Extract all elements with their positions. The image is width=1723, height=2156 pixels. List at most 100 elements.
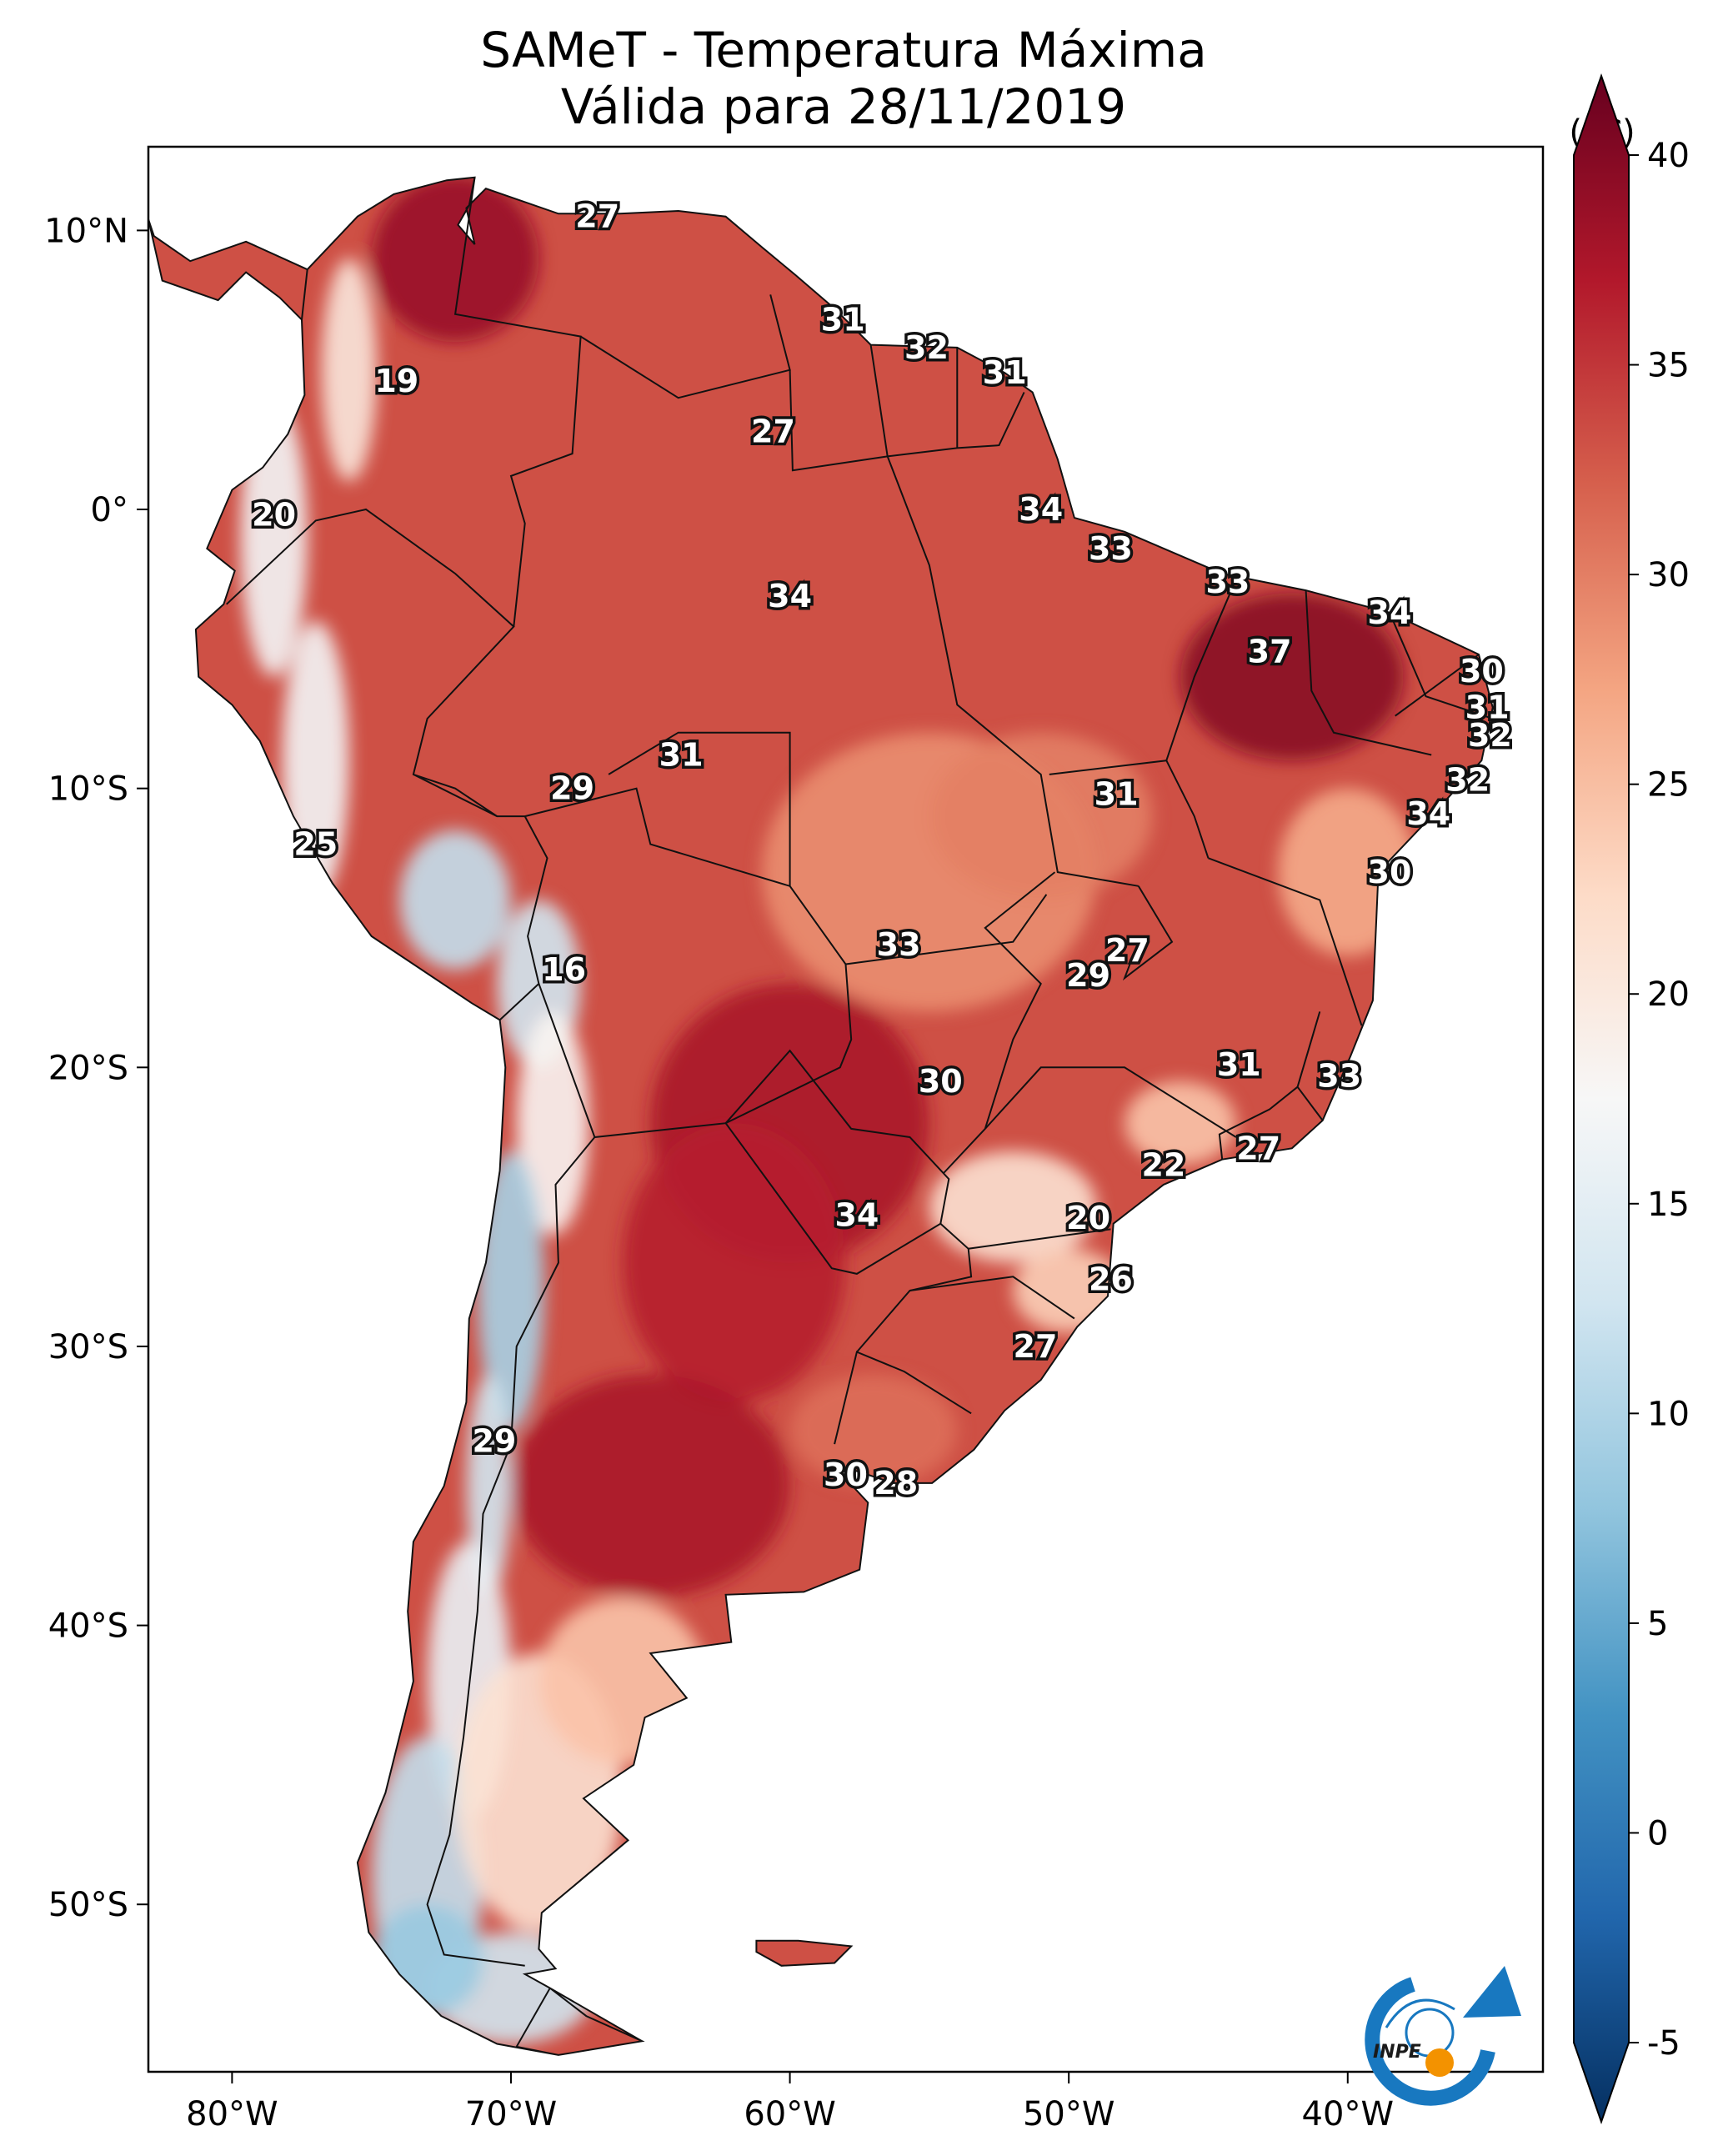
temperature-label: 29	[550, 770, 594, 807]
y-tick-label: 20°S	[48, 1049, 128, 1087]
border-line	[1218, 1086, 1299, 1160]
colorbar-tick-label: 30	[1647, 556, 1690, 594]
temperature-label: 27	[1236, 1130, 1280, 1166]
country-state-borders	[226, 177, 1494, 1967]
border-line	[608, 731, 791, 886]
temperature-label: 31	[1465, 689, 1510, 726]
map-subtitle: Válida para 28/11/2019	[561, 78, 1126, 135]
colorbar-tick-label: 15	[1647, 1186, 1690, 1224]
border-line	[968, 1228, 1111, 1250]
colorbar-tick-label: 35	[1647, 347, 1690, 385]
x-tick-label: 80°W	[186, 2095, 278, 2133]
temperature-blob	[789, 1374, 958, 1487]
temperature-label: 30	[1460, 653, 1504, 689]
temperature-label: 20	[252, 497, 296, 534]
temperature-blob	[1180, 593, 1404, 761]
temperature-blob	[466, 1374, 511, 1598]
temperature-label: 30	[919, 1063, 963, 1100]
border-line	[413, 773, 498, 817]
x-tick-label: 60°W	[744, 2095, 835, 2133]
longitude-axis: 80°W 70°W 60°W 50°W 40°W	[186, 2072, 1394, 2133]
border-line	[845, 894, 1048, 965]
border-line	[909, 1276, 1075, 1320]
temperature-label: 32	[904, 329, 949, 366]
border-line	[426, 1136, 596, 1967]
temperature-label: 26	[1089, 1261, 1133, 1298]
border-line	[1049, 760, 1210, 859]
temperature-blob	[929, 1151, 1097, 1263]
temperature-label: 34	[1368, 594, 1412, 631]
colorbar-gradient	[1573, 73, 1630, 2125]
colorbar-tick-label: 10	[1647, 1395, 1690, 1433]
temperature-label: 34	[768, 578, 812, 614]
x-tick-label: 70°W	[465, 2095, 557, 2133]
temperature-label: 30	[1368, 854, 1412, 890]
y-tick-label: 10°S	[48, 770, 128, 809]
temperature-label: 25	[293, 826, 338, 863]
temperature-label: 30	[824, 1457, 868, 1493]
temperature-label: 27	[1014, 1328, 1058, 1365]
temperature-label: 33	[1089, 530, 1133, 567]
temperature-blob	[477, 1151, 545, 1431]
temperature-label: 31	[1217, 1046, 1261, 1083]
temperature-label: 34	[834, 1197, 879, 1234]
temperature-blob	[622, 1123, 846, 1402]
temperature-label: 37	[1248, 634, 1292, 670]
temperature-label: 34	[1019, 491, 1063, 528]
border-line	[856, 1222, 973, 1353]
coastline	[148, 176, 1494, 2056]
border-line	[984, 1066, 1237, 1138]
temperature-label: 34	[1406, 795, 1450, 832]
border-line	[724, 1049, 950, 1275]
border-line	[1165, 579, 1237, 761]
temperature-label: 32	[1445, 762, 1490, 799]
y-tick-label: 40°S	[48, 1607, 128, 1646]
temperature-label: 32	[1468, 717, 1512, 754]
temperature-label: 31	[821, 302, 865, 338]
border-line	[834, 1351, 972, 1445]
border-line	[869, 344, 889, 457]
temperature-label: 33	[877, 926, 921, 963]
temperature-label: 33	[1317, 1057, 1361, 1094]
x-tick-label: 50°W	[1023, 2095, 1114, 2133]
colorbar-ticks: 40 35 30 25 20 15 10 5 0 -5	[1629, 137, 1690, 2063]
temperature-blob	[516, 1011, 589, 1236]
border-line	[1305, 590, 1432, 756]
border-line	[524, 787, 853, 1139]
inpe-logo: INPE	[1365, 1966, 1521, 2106]
temperature-blob	[371, 177, 539, 343]
colorbar-tick-label: 5	[1647, 1605, 1668, 1643]
temperature-label: 22	[1141, 1146, 1185, 1183]
x-tick-label: 40°W	[1302, 2095, 1394, 2133]
temperature-label: 27	[575, 198, 619, 235]
temperature-label: 27	[1105, 932, 1150, 969]
temperature-label: 29	[1066, 957, 1110, 994]
border-line	[942, 1128, 986, 1175]
temperature-label: 31	[1094, 775, 1139, 812]
border-line	[1122, 885, 1174, 981]
y-tick-label: 0°	[91, 491, 128, 529]
temperature-label: 33	[1205, 564, 1250, 600]
temperature-blob	[929, 732, 1153, 900]
border-line	[984, 871, 1056, 1130]
border-line	[1208, 857, 1363, 1026]
temperature-label: 19	[374, 363, 418, 399]
temperature-label: 27	[751, 413, 795, 449]
temperature-blob	[1124, 1081, 1236, 1166]
y-tick-label: 10°N	[44, 212, 128, 250]
colorbar-tick-label: -5	[1647, 2024, 1680, 2063]
colorbar-tick-label: 0	[1647, 1814, 1668, 1853]
colorbar-tick-label: 20	[1647, 975, 1690, 1014]
border-line	[789, 369, 1025, 472]
border-line	[1395, 654, 1480, 717]
colorbar-tick-label: 40	[1647, 137, 1690, 175]
colorbar-tick-label: 25	[1647, 766, 1690, 805]
border-line	[580, 294, 791, 399]
y-tick-label: 50°S	[48, 1886, 128, 1924]
border-line	[453, 177, 582, 627]
border-line	[886, 456, 1139, 887]
